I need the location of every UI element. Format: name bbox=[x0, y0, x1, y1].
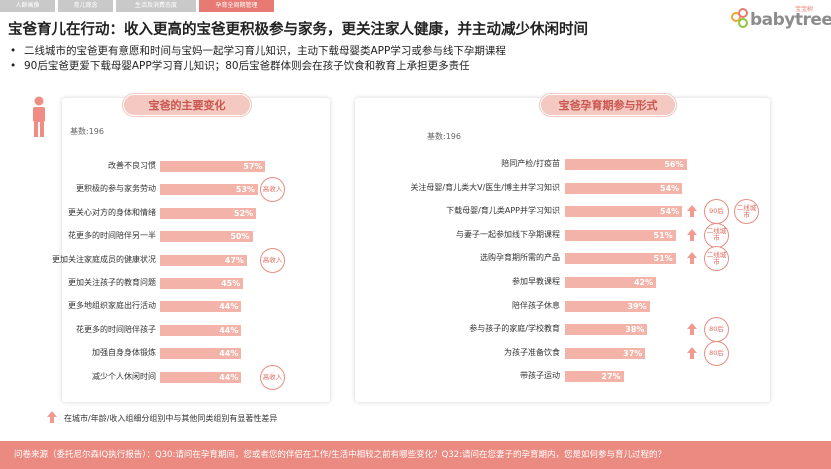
category-label: 改善不良习惯 bbox=[108, 161, 156, 170]
bar-value-label: 56% bbox=[664, 160, 684, 169]
tab-2[interactable]: 育儿观念 bbox=[58, 0, 113, 12]
category-label: 加强自身身体锻炼 bbox=[92, 348, 156, 358]
bullet-dot: • bbox=[10, 60, 17, 72]
logo-wordmark: babytree bbox=[750, 10, 831, 30]
category-label: 与妻子一起参加线下孕期课程 bbox=[456, 229, 560, 239]
segment-badge: 80后 bbox=[704, 340, 729, 366]
page-title: 宝爸育儿在行动：收入更高的宝爸更积极参与家务，更关注家人健康，并主动减少休闲时间 bbox=[8, 22, 588, 38]
tab-3[interactable]: 生活及消费态度 bbox=[116, 0, 196, 12]
bar-value-label: 44% bbox=[219, 372, 239, 382]
bar bbox=[160, 348, 242, 360]
bar-value-label: 44% bbox=[219, 302, 239, 312]
category-label: 更多地组织家庭出行活动 bbox=[68, 301, 156, 311]
category-label: 关注母婴/育儿类大V/医生/博主并学习知识 bbox=[410, 182, 560, 192]
chart-panel-participation bbox=[355, 98, 770, 402]
bar bbox=[565, 229, 676, 241]
base-size-left: 基数:196 bbox=[70, 127, 104, 136]
bar-value-label: 44% bbox=[219, 325, 239, 335]
bar-value-label: 50% bbox=[230, 232, 250, 242]
bar bbox=[565, 371, 624, 383]
bar bbox=[565, 277, 657, 288]
key-findings: • 二线城市的宝爸更有意愿和时间与宝妈一起学习育儿知识，主动下载母婴类APP学习或… bbox=[10, 44, 506, 74]
bar bbox=[160, 371, 242, 383]
category-label: 为孩子准备饮食 bbox=[504, 347, 560, 357]
up-arrow-icon bbox=[687, 228, 697, 241]
bar bbox=[565, 253, 676, 265]
bar bbox=[565, 324, 648, 336]
bar bbox=[565, 300, 650, 312]
category-label: 更积极的参与家务劳动 bbox=[76, 184, 156, 194]
bar bbox=[565, 182, 683, 194]
bar bbox=[160, 301, 242, 313]
bar-value-label: 42% bbox=[633, 278, 654, 287]
bar-value-label: 47% bbox=[224, 255, 244, 265]
bar bbox=[160, 324, 242, 336]
bullet-item: • 二线城市的宝爸更有意愿和时间与宝妈一起学习育儿知识，主动下载母婴类APP学习或… bbox=[10, 45, 506, 57]
bar bbox=[565, 206, 683, 218]
bar-value-label: 45% bbox=[221, 279, 241, 288]
segment-badge: 二线城市 bbox=[734, 199, 759, 225]
tab-4[interactable]: 孕育全周期管理 bbox=[199, 0, 274, 12]
segment-badge: 高收入 bbox=[260, 177, 285, 203]
segment-badge: 二线城市 bbox=[704, 222, 729, 248]
section-tabs: 人群画像 育儿观念 生活及消费态度 孕育全周期管理 bbox=[0, 0, 277, 12]
bar-value-label: 37% bbox=[623, 348, 643, 358]
significance-note: 在城市/年龄/收入组细分组别中与其他同类组别有显著性差异 bbox=[64, 414, 278, 423]
category-label: 减少个人休闲时间 bbox=[92, 371, 156, 381]
category-label: 参加早教课程 bbox=[512, 277, 560, 286]
segment-badge: 二线城市 bbox=[704, 246, 729, 272]
bar-value-label: 27% bbox=[601, 372, 621, 382]
bar bbox=[160, 254, 247, 266]
category-label: 陪同产检/打疫苗 bbox=[501, 159, 560, 168]
bar bbox=[160, 278, 244, 289]
up-arrow-icon bbox=[687, 346, 697, 359]
bar-value-label: 38% bbox=[625, 325, 645, 335]
logo-cn: 宝宝树 bbox=[795, 6, 814, 13]
bar-value-label: 51% bbox=[653, 254, 673, 264]
category-label: 花更多的时间陪伴另一半 bbox=[68, 231, 156, 241]
up-arrow-icon bbox=[687, 323, 697, 336]
segment-badge: 高收入 bbox=[260, 364, 285, 390]
bullet-dot: • bbox=[10, 45, 17, 57]
tab-1[interactable]: 人群画像 bbox=[0, 0, 55, 12]
bar-value-label: 39% bbox=[627, 301, 647, 311]
category-label: 下载母婴/育儿类APP并学习知识 bbox=[446, 206, 560, 216]
bar bbox=[160, 161, 266, 172]
up-arrow-icon bbox=[687, 252, 697, 265]
source-footer: 问卷来源（委托尼尔森IQ执行报告）：Q30:请问在孕育期间，您或者您的伴侣在工作… bbox=[0, 441, 831, 469]
category-label: 参与孩子的家庭/学校教育 bbox=[469, 324, 560, 334]
category-label: 更关心对方的身体和情绪 bbox=[68, 207, 156, 217]
bar bbox=[160, 231, 253, 243]
bar bbox=[160, 207, 257, 219]
bar-value-label: 44% bbox=[219, 349, 239, 359]
bar-value-label: 54% bbox=[660, 183, 680, 193]
bar-value-label: 53% bbox=[235, 185, 256, 195]
bar-value-label: 54% bbox=[660, 207, 680, 217]
bar bbox=[160, 184, 259, 196]
person-icon bbox=[33, 96, 45, 137]
category-label: 陪伴孩子休息 bbox=[512, 300, 560, 310]
category-label: 带孩子运动 bbox=[520, 371, 560, 381]
segment-badge: 高收入 bbox=[260, 247, 285, 273]
bar-value-label: 52% bbox=[234, 208, 254, 218]
base-size-right: 基数:196 bbox=[427, 132, 461, 141]
bar-value-label: 51% bbox=[653, 230, 673, 240]
chart-title-participation: 宝爸孕育期参与形式 bbox=[540, 94, 676, 116]
bar-value-label: 57% bbox=[243, 162, 263, 171]
babytree-logo bbox=[731, 8, 748, 28]
category-label: 花更多的时间陪伴孩子 bbox=[76, 324, 156, 334]
up-arrow-icon bbox=[687, 205, 697, 218]
chart-title-changes: 宝爸的主要变化 bbox=[123, 94, 251, 116]
bar bbox=[565, 159, 687, 170]
bullet-item: • 90后宝爸更爱下载母婴APP学习育儿知识；80后宝爸群体则会在孩子饮食和教育上… bbox=[10, 60, 470, 72]
category-label: 更加关注孩子的教育问题 bbox=[68, 278, 156, 287]
bar bbox=[565, 347, 646, 359]
category-label: 更加关注家庭成员的健康状况 bbox=[52, 254, 156, 264]
category-label: 选购孕育期所需的产品 bbox=[480, 253, 560, 263]
up-arrow-icon bbox=[47, 411, 57, 423]
